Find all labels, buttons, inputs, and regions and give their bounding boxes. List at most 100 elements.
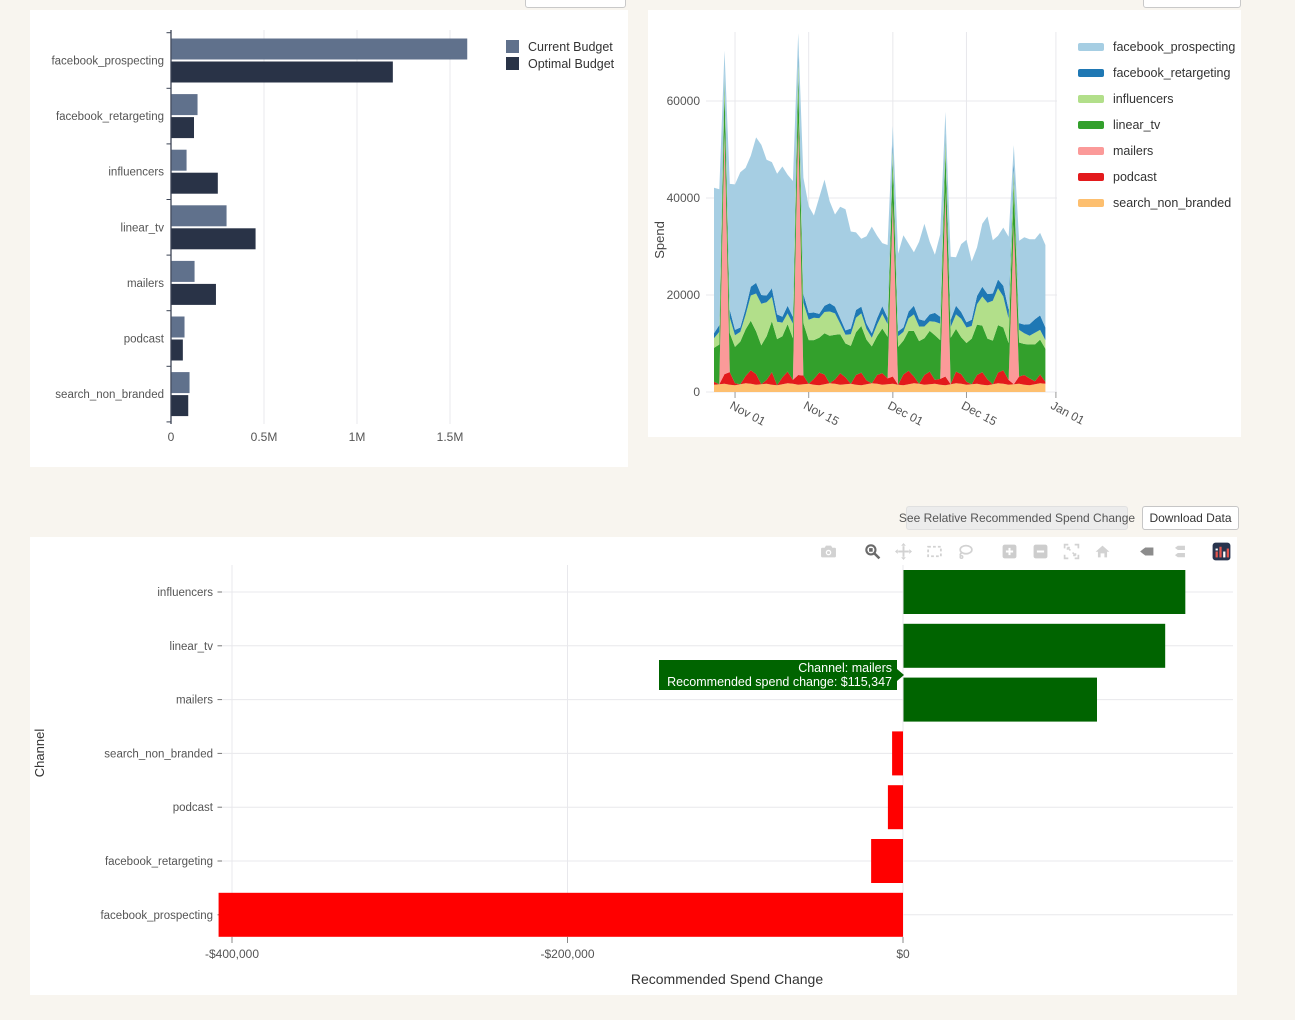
recommended-spend-change-panel: -$400,000 -$200,000 $0 influencers linear_tv… — [30, 537, 1237, 995]
tick-label: facebook_prospecting — [51, 56, 164, 68]
truncated-button-top-left[interactable] — [525, 0, 626, 8]
tick-label: mailers — [127, 278, 164, 290]
bar-change-linear_tv[interactable] — [903, 623, 1166, 668]
bar-optimal-podcast[interactable] — [171, 339, 183, 361]
zoom-icon[interactable] — [862, 541, 882, 561]
plotly-logo-icon[interactable] — [1211, 541, 1231, 561]
budget-comparison-chart[interactable]: 0 0.5M 1M 1.5M facebook_prospecting facebook_… — [30, 10, 628, 467]
box-select-icon[interactable] — [924, 541, 944, 561]
tick-label: 0 — [168, 430, 175, 444]
tick-label: search_non_branded — [104, 748, 213, 760]
download-data-button[interactable]: Download Data — [1142, 506, 1239, 530]
legend-item-linear_tv[interactable]: linear_tv — [1078, 117, 1235, 132]
reset-home-icon[interactable] — [1092, 541, 1112, 561]
facebook_retargeting-swatch — [1078, 68, 1104, 77]
bar-current-mailers[interactable] — [171, 260, 195, 282]
tick-label: Channel — [32, 729, 47, 778]
bar-change-search_non_branded[interactable] — [892, 731, 903, 776]
bar-optimal-facebook_prospecting[interactable] — [171, 61, 393, 83]
tick-label: Dec 01 — [885, 398, 925, 428]
camera-icon[interactable] — [818, 541, 838, 561]
budget-legend: Current Budget Optimal Budget — [506, 38, 614, 72]
spend-over-time-panel: 0 20000 40000 60000 Nov 01 Nov 15 Dec 01 Dec 15… — [648, 10, 1241, 437]
legend-label-current-budget: Current Budget — [528, 39, 613, 54]
zoom-in-icon[interactable] — [999, 541, 1019, 561]
current-budget-swatch — [506, 40, 519, 53]
tick-label: Recommended Spend Change — [631, 971, 823, 987]
tick-label: 20000 — [667, 288, 701, 302]
legend-label-facebook_retargeting: facebook_retargeting — [1113, 65, 1231, 80]
tick-label: Nov 15 — [801, 398, 841, 428]
tick-label: 1.5M — [437, 430, 464, 444]
tick-label: $0 — [896, 947, 910, 961]
lasso-select-icon[interactable] — [955, 541, 975, 561]
bar-change-influencers[interactable] — [903, 570, 1186, 614]
area-influencers[interactable] — [714, 59, 1046, 349]
spend-over-time-chart[interactable]: 0 20000 40000 60000 Nov 01 Nov 15 Dec 01 Dec 15… — [648, 10, 1241, 437]
tick-label: -$400,000 — [205, 947, 259, 961]
legend-item-mailers[interactable]: mailers — [1078, 143, 1235, 158]
bar-current-facebook_prospecting[interactable] — [171, 38, 468, 60]
tick-label: influencers — [108, 167, 164, 179]
podcast-swatch — [1078, 172, 1104, 181]
legend-item-current-budget[interactable]: Current Budget — [506, 38, 614, 55]
area-linear_tv[interactable] — [714, 76, 1046, 386]
hover-closest-icon[interactable] — [1136, 541, 1156, 561]
recommended-spend-change-chart[interactable]: -$400,000 -$200,000 $0 influencers linear_tv… — [30, 537, 1237, 995]
legend-item-search_non_branded[interactable]: search_non_branded — [1078, 195, 1235, 210]
tick-label: search_non_branded — [55, 389, 164, 401]
influencers-swatch — [1078, 94, 1104, 103]
bar-change-facebook_prospecting[interactable] — [218, 892, 903, 937]
tick-label: 0.5M — [251, 430, 278, 444]
bar-optimal-search_non_branded[interactable] — [171, 395, 189, 417]
zoom-out-icon[interactable] — [1030, 541, 1050, 561]
tick-label: facebook_retargeting — [105, 856, 213, 868]
bar-current-search_non_branded[interactable] — [171, 372, 190, 394]
legend-item-facebook_prospecting[interactable]: facebook_prospecting — [1078, 39, 1236, 54]
bar-optimal-linear_tv[interactable] — [171, 228, 256, 250]
tick-label: 60000 — [667, 94, 701, 108]
see-relative-spend-change-button[interactable]: See Relative Recommended Spend Change — [899, 506, 1135, 530]
tick-label: podcast — [173, 802, 214, 814]
hover-compare-icon[interactable] — [1167, 541, 1187, 561]
area-mailers[interactable] — [714, 122, 1046, 386]
tick-label: 1M — [349, 430, 366, 444]
tick-label: linear_tv — [121, 222, 165, 234]
truncated-button-top-right[interactable] — [1143, 0, 1241, 8]
bar-optimal-facebook_retargeting[interactable] — [171, 117, 195, 139]
bar-change-facebook_retargeting[interactable] — [871, 839, 903, 883]
tooltip-line-1: Channel: mailers — [798, 661, 892, 675]
budget-comparison-panel: 0 0.5M 1M 1.5M facebook_prospecting facebook_… — [30, 10, 628, 467]
legend-label-mailers: mailers — [1113, 143, 1154, 158]
bar-current-podcast[interactable] — [171, 316, 185, 338]
plotly-modebar — [818, 540, 1231, 562]
tick-label: Dec 15 — [959, 398, 999, 428]
bar-change-mailers[interactable] — [903, 677, 1097, 722]
bar-current-linear_tv[interactable] — [171, 205, 227, 227]
optimal-budget-swatch — [506, 57, 519, 70]
legend-item-influencers[interactable]: influencers — [1078, 91, 1235, 106]
tick-label: 0 — [693, 385, 700, 399]
bar-optimal-influencers[interactable] — [171, 172, 218, 194]
legend-item-facebook_retargeting[interactable]: facebook_retargeting — [1078, 65, 1235, 80]
legend-item-podcast[interactable]: podcast — [1078, 170, 1235, 184]
bar-optimal-mailers[interactable] — [171, 283, 216, 305]
legend-item-optimal-budget[interactable]: Optimal Budget — [506, 55, 614, 72]
area-search_non_branded[interactable] — [714, 383, 1046, 392]
bar-change-podcast[interactable] — [887, 785, 903, 830]
legend-label-linear_tv: linear_tv — [1113, 117, 1161, 132]
area-podcast[interactable] — [714, 370, 1046, 386]
area-facebook_retargeting[interactable] — [714, 52, 1046, 341]
bar-current-influencers[interactable] — [171, 149, 187, 171]
area-facebook_prospecting[interactable] — [714, 33, 1046, 334]
tick-label: 40000 — [667, 191, 701, 205]
bar-current-facebook_retargeting[interactable] — [171, 94, 198, 116]
tick-label: Nov 01 — [728, 398, 768, 428]
autoscale-icon[interactable] — [1061, 541, 1081, 561]
legend-label-search_non_branded: search_non_branded — [1113, 195, 1232, 210]
legend-label-influencers: influencers — [1113, 91, 1174, 106]
hover-tooltip: Channel: mailers Recommended spend chang… — [659, 660, 904, 690]
legend-label-facebook_prospecting: facebook_prospecting — [1113, 39, 1236, 54]
pan-icon[interactable] — [893, 541, 913, 561]
